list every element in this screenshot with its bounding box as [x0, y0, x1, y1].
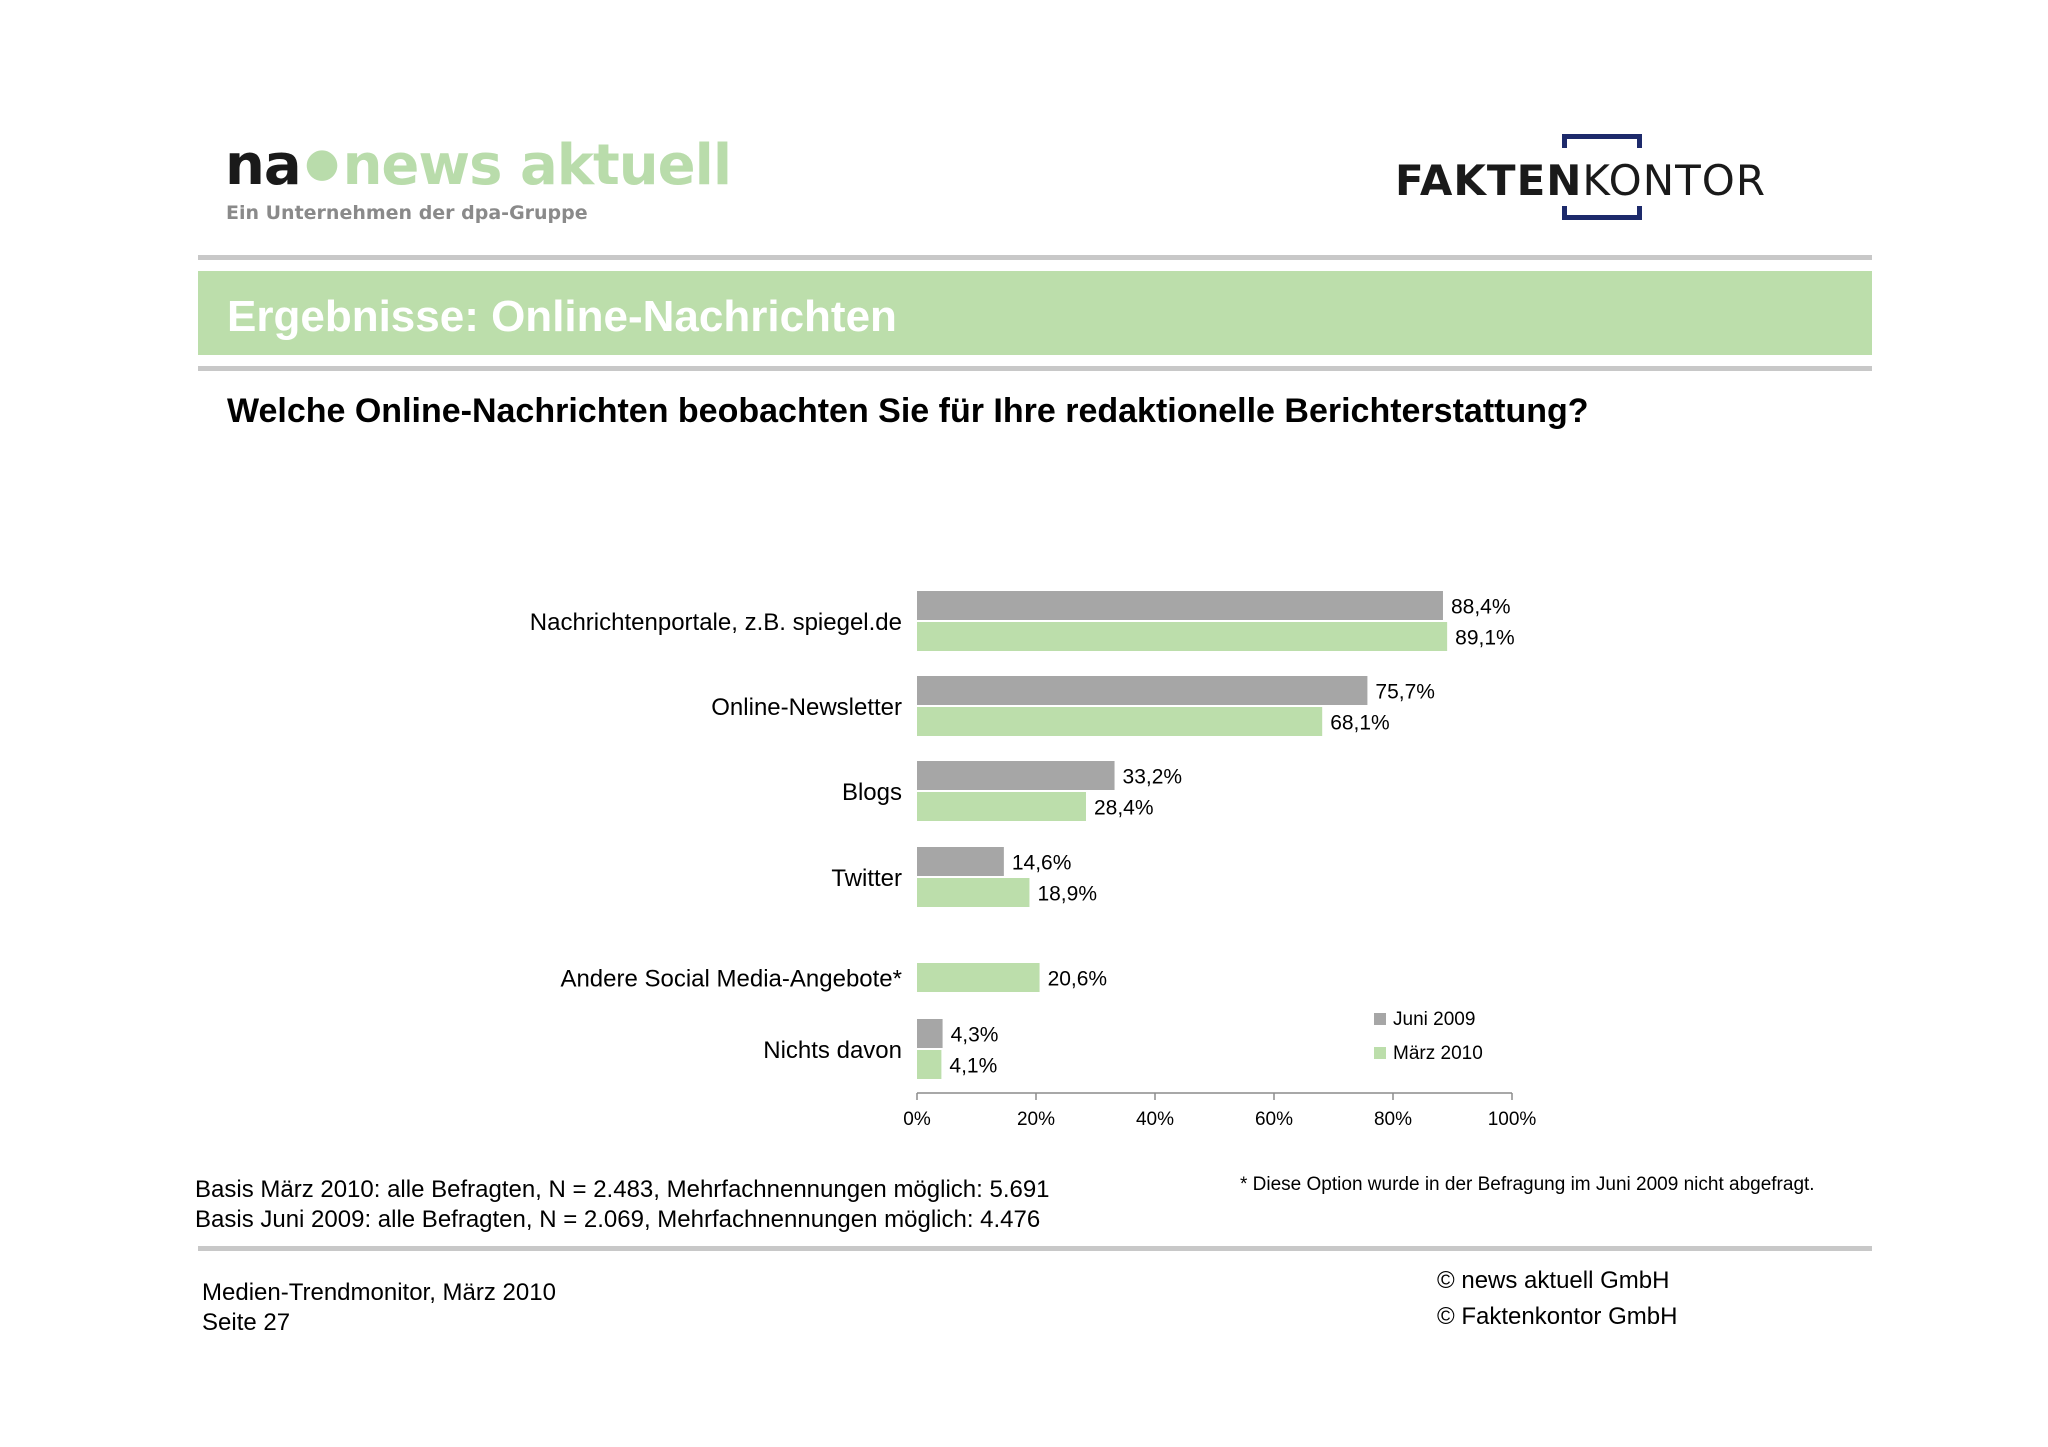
- data-label: 4,1%: [949, 1055, 997, 1078]
- header-divider-bottom: [198, 366, 1872, 371]
- data-label: 89,1%: [1455, 627, 1515, 650]
- category-label: Andere Social Media-Angebote*: [560, 966, 902, 993]
- data-label: 68,1%: [1330, 712, 1390, 735]
- category-label: Twitter: [831, 865, 902, 892]
- news-aktuell-logo: na ●news aktuell: [225, 138, 732, 194]
- logo-kontor-text: KONTOR: [1582, 156, 1767, 205]
- bar: [917, 792, 1086, 821]
- bar: [917, 963, 1040, 992]
- x-tick-label: 100%: [1488, 1109, 1537, 1130]
- title-banner: [198, 271, 1872, 355]
- basis-note-2009: Basis Juni 2009: alle Befragten, N = 2.0…: [195, 1206, 1041, 1233]
- x-tick-label: 40%: [1136, 1109, 1174, 1130]
- bar: [917, 1019, 943, 1048]
- footer-divider: [198, 1246, 1872, 1251]
- x-tick-label: 80%: [1374, 1109, 1412, 1130]
- legend-label: Juni 2009: [1393, 1009, 1475, 1030]
- footnote: * Diese Option wurde in der Befragung im…: [1240, 1174, 1815, 1195]
- logo-subtitle: Ein Unternehmen der dpa-Gruppe: [226, 202, 588, 224]
- bar: [917, 622, 1448, 651]
- logo-news-aktuell-text: news aktuell: [342, 133, 732, 198]
- logo-dot-icon: ●: [304, 140, 340, 186]
- data-label: 14,6%: [1012, 852, 1072, 875]
- data-label: 4,3%: [951, 1024, 999, 1047]
- legend-label: März 2010: [1393, 1043, 1483, 1064]
- copyright-faktenkontor: © Faktenkontor GmbH: [1437, 1303, 1678, 1330]
- logo-bracket-top-icon: [1562, 134, 1642, 148]
- category-label: Blogs: [842, 779, 902, 806]
- bar: [917, 878, 1030, 907]
- data-label: 75,7%: [1375, 681, 1435, 704]
- faktenkontor-logo-text: FAKTENKONTOR: [1395, 156, 1766, 205]
- bar: [917, 707, 1323, 736]
- data-label: 88,4%: [1451, 596, 1511, 619]
- data-label: 20,6%: [1048, 968, 1108, 991]
- x-tick-label: 0%: [903, 1109, 931, 1130]
- logo-fakten-text: FAKTEN: [1395, 156, 1583, 205]
- bar: [917, 1050, 942, 1079]
- x-tick-label: 60%: [1255, 1109, 1293, 1130]
- header-divider-top: [198, 255, 1872, 260]
- data-label: 33,2%: [1123, 766, 1183, 789]
- page-number: Seite 27: [202, 1309, 291, 1336]
- bar: [917, 847, 1004, 876]
- faktenkontor-logo: FAKTENKONTOR: [1395, 134, 1815, 224]
- copyright-news-aktuell: © news aktuell GmbH: [1437, 1267, 1670, 1294]
- basis-note-2010: Basis März 2010: alle Befragten, N = 2.4…: [195, 1176, 1050, 1203]
- bar: [917, 761, 1115, 790]
- page-title: Ergebnisse: Online-Nachrichten: [227, 292, 897, 341]
- logo-bracket-bottom-icon: [1562, 206, 1642, 220]
- data-label: 28,4%: [1094, 797, 1154, 820]
- category-label: Nachrichtenportale, z.B. spiegel.de: [530, 609, 902, 636]
- category-label: Online-Newsletter: [711, 694, 902, 721]
- x-tick-label: 20%: [1017, 1109, 1055, 1130]
- survey-question: Welche Online-Nachrichten beobachten Sie…: [227, 392, 1589, 430]
- data-label: 18,9%: [1037, 883, 1097, 906]
- report-name: Medien-Trendmonitor, März 2010: [202, 1279, 556, 1306]
- logo-na-text: na: [225, 133, 302, 198]
- legend-swatch: [1374, 1013, 1386, 1025]
- legend-swatch: [1374, 1047, 1386, 1059]
- category-label: Nichts davon: [763, 1037, 902, 1064]
- bar: [917, 676, 1368, 705]
- bar: [917, 591, 1443, 620]
